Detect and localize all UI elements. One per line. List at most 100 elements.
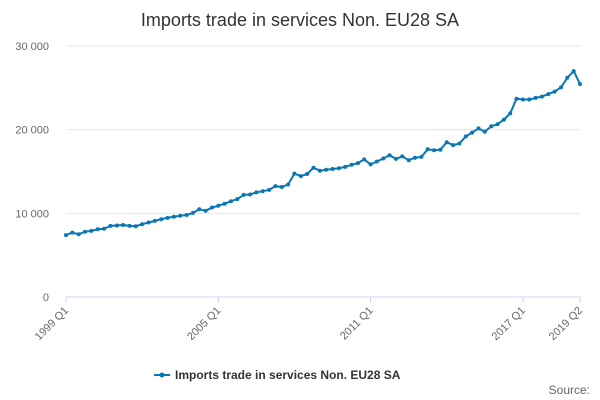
x-tick-label: 1999 Q1 (33, 305, 71, 343)
data-point[interactable] (83, 229, 87, 234)
data-point[interactable] (559, 85, 563, 90)
data-point[interactable] (108, 223, 113, 228)
series-line (65, 70, 581, 237)
data-point[interactable] (273, 184, 278, 189)
y-tick-label: 30 000 (15, 41, 49, 53)
y-tick-label: 10 000 (15, 208, 49, 220)
data-point[interactable] (146, 220, 151, 225)
data-point[interactable] (444, 140, 449, 145)
data-point[interactable] (425, 147, 430, 152)
data-point[interactable] (387, 153, 392, 158)
gridlines (66, 45, 580, 214)
data-point[interactable] (203, 208, 208, 213)
y-tick-label: 20 000 (15, 125, 49, 137)
data-point[interactable] (64, 233, 68, 238)
data-point[interactable] (501, 117, 506, 122)
data-point[interactable] (248, 192, 252, 197)
data-point[interactable] (254, 190, 259, 195)
legend[interactable]: Imports trade in services Non. EU28 SA (154, 368, 401, 382)
data-point[interactable] (451, 143, 456, 148)
data-point[interactable] (152, 218, 157, 223)
legend-label[interactable]: Imports trade in services Non. EU28 SA (175, 368, 401, 382)
data-point[interactable] (102, 226, 107, 231)
data-point[interactable] (343, 164, 348, 169)
data-point[interactable] (470, 130, 475, 135)
data-point[interactable] (394, 156, 398, 161)
data-point[interactable] (330, 167, 335, 171)
source-label: Source: (549, 383, 590, 397)
data-point[interactable] (374, 159, 379, 164)
data-point[interactable] (546, 92, 551, 97)
data-point[interactable] (508, 111, 513, 116)
x-tick-label: 2005 Q1 (185, 305, 223, 343)
data-point[interactable] (210, 205, 214, 210)
data-point[interactable] (216, 203, 221, 208)
data-point[interactable] (121, 223, 126, 227)
x-tick-label: 2017 Q1 (490, 305, 528, 343)
x-tick-label: 2011 Q1 (338, 305, 376, 343)
data-point[interactable] (413, 155, 417, 160)
data-point[interactable] (482, 129, 487, 134)
data-point[interactable] (171, 214, 176, 219)
data-point[interactable] (190, 210, 195, 215)
data-point[interactable] (539, 94, 544, 99)
data-point[interactable] (140, 222, 145, 227)
data-point[interactable] (520, 97, 525, 102)
data-point[interactable] (292, 171, 297, 176)
data-point[interactable] (565, 75, 570, 80)
data-point[interactable] (267, 187, 272, 192)
y-tick-label: 0 (43, 292, 49, 304)
data-point[interactable] (133, 224, 138, 229)
data-point[interactable] (514, 96, 519, 101)
data-point[interactable] (527, 97, 532, 102)
data-point[interactable] (260, 189, 265, 194)
data-point[interactable] (178, 213, 183, 218)
data-point[interactable] (578, 82, 582, 87)
data-point[interactable] (127, 223, 132, 228)
data-point[interactable] (349, 162, 354, 167)
data-point[interactable] (159, 217, 164, 222)
data-point[interactable] (457, 141, 462, 146)
data-point[interactable] (286, 182, 291, 187)
data-point[interactable] (533, 95, 538, 100)
data-point[interactable] (70, 230, 75, 235)
chart-title: Imports trade in services Non. EU28 SA (141, 10, 459, 30)
data-point[interactable] (298, 174, 303, 179)
data-point[interactable] (95, 227, 100, 232)
legend-point-marker (159, 372, 165, 378)
data-point[interactable] (432, 148, 436, 153)
data-point[interactable] (495, 122, 500, 127)
data-point[interactable] (406, 158, 411, 163)
data-point[interactable] (324, 167, 329, 172)
data-point[interactable] (438, 147, 443, 152)
data-point[interactable] (476, 126, 481, 131)
data-point[interactable] (229, 199, 233, 204)
data-point[interactable] (336, 166, 341, 171)
data-point[interactable] (89, 228, 94, 233)
data-point[interactable] (489, 124, 494, 129)
y-axis: 0 10 000 20 000 30 000 (15, 41, 49, 304)
data-point[interactable] (311, 165, 316, 170)
data-point[interactable] (184, 213, 189, 217)
data-point[interactable] (317, 168, 322, 173)
data-point[interactable] (279, 185, 284, 189)
data-point[interactable] (222, 201, 227, 206)
data-point[interactable] (355, 161, 360, 166)
data-point[interactable] (381, 156, 386, 161)
data-point[interactable] (165, 215, 170, 220)
data-point[interactable] (76, 232, 81, 237)
data-point[interactable] (552, 89, 557, 94)
data-point[interactable] (571, 69, 576, 74)
data-point[interactable] (368, 162, 373, 167)
data-point[interactable] (463, 134, 468, 139)
data-point[interactable] (197, 207, 202, 212)
data-point[interactable] (241, 192, 246, 197)
series-group (64, 69, 582, 238)
data-point[interactable] (114, 223, 119, 228)
data-point[interactable] (305, 172, 310, 176)
data-point[interactable] (400, 154, 405, 159)
data-point[interactable] (235, 197, 240, 202)
data-point[interactable] (362, 157, 367, 162)
data-point[interactable] (419, 154, 424, 159)
